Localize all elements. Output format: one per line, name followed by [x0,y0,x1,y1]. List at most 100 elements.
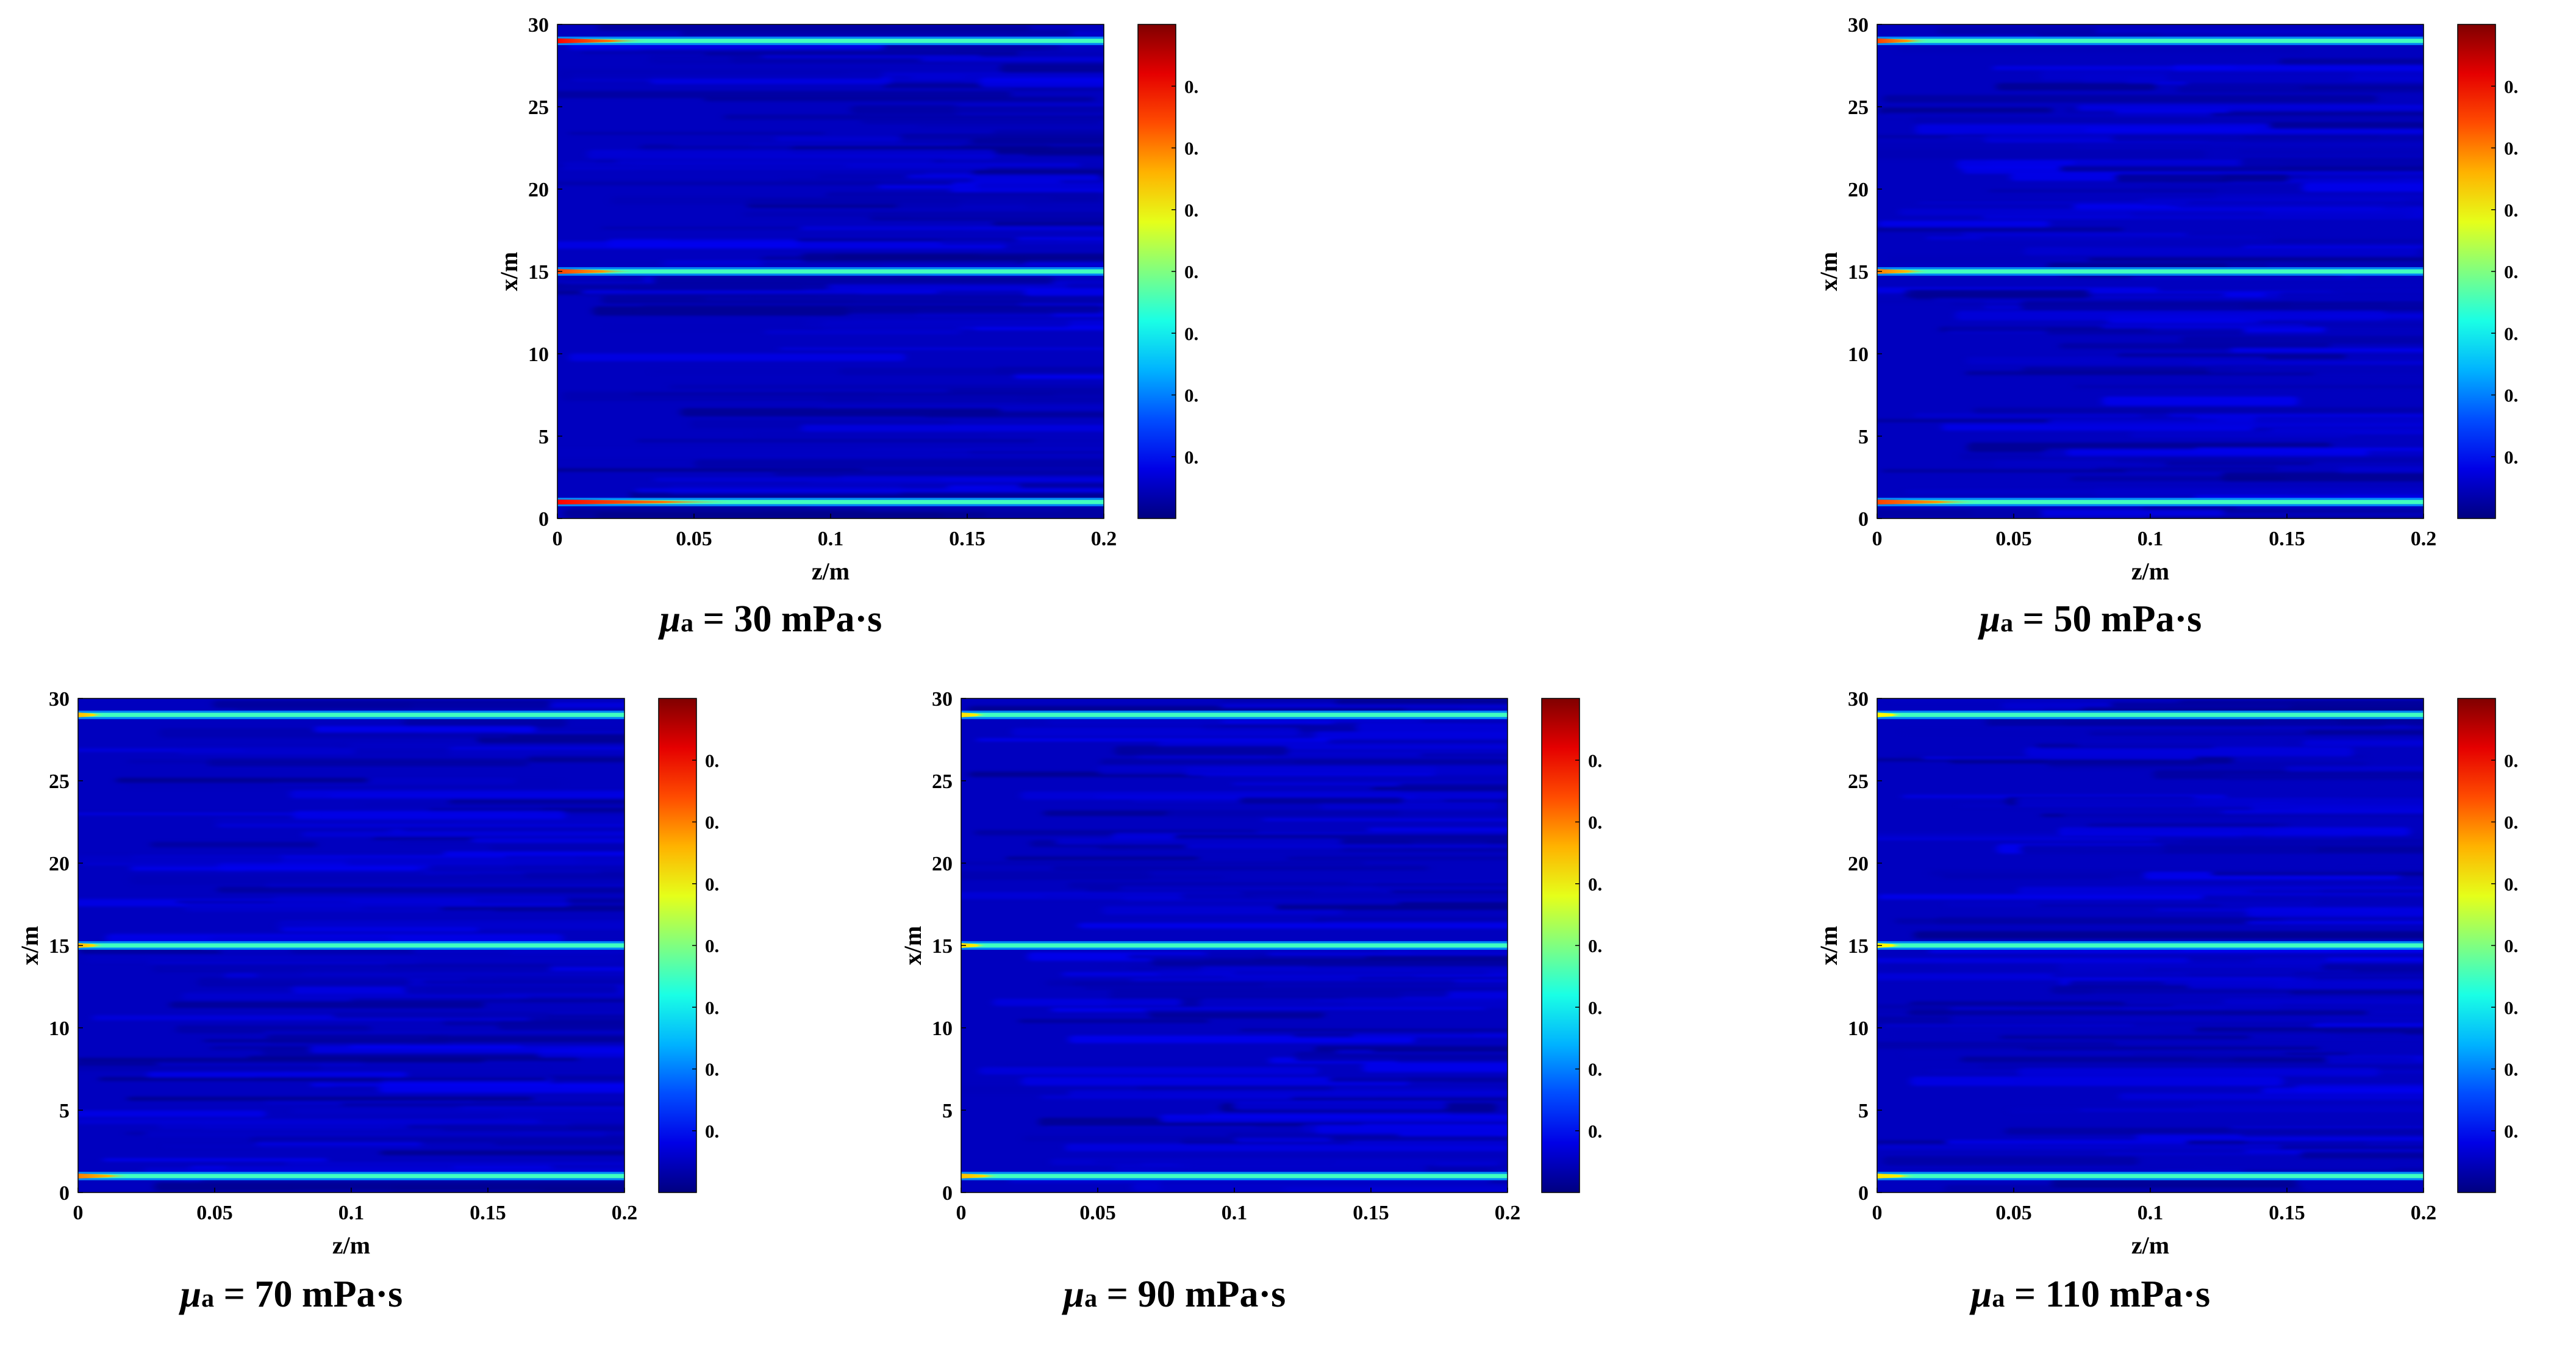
texture-streak [779,347,1104,350]
fracture-line [1877,943,2424,948]
texture-streak [2173,65,2424,72]
texture-streak [1110,989,1449,997]
heatmap-plot: 00.050.10.150.2z/m051015202530x/m0.30.40… [1816,688,2517,1259]
texture-streak [1883,112,2266,118]
texture-streak [1006,856,1199,861]
texture-streak [751,431,992,439]
texture-streak [743,211,1104,218]
panel-mu-30: 00.050.10.150.2z/m051015202530x/m0.30.40… [496,12,1198,647]
texture-streak [2018,1068,2380,1077]
panel-caption: μa = 110 mPa·s [1816,1273,2365,1316]
colorbar-tick-label: 0.4 [705,1059,718,1080]
colorbar-tick-label: 0.5 [1184,323,1198,344]
texture-streak [1888,963,2060,970]
texture-streak [992,999,1182,1006]
y-tick-label: 5 [1858,426,1869,448]
y-tick-label: 5 [942,1100,953,1122]
heatmap-plot: 00.050.10.150.2z/m051015202530x/m0.30.40… [1816,14,2517,585]
caption-subscript: a [2000,609,2014,637]
texture-streak [1234,1101,1447,1110]
texture-streak [1974,1167,2395,1171]
texture-streak [2064,812,2424,817]
texture-streak [2207,364,2424,374]
texture-streak [1909,1077,2283,1086]
y-tick-label: 5 [1858,1100,1869,1122]
x-tick-label: 0 [956,1202,967,1224]
texture-streak [2321,963,2424,971]
colorbar-tick-label: 0.8 [1588,812,1601,833]
texture-streak [459,819,624,825]
texture-streak [78,1119,540,1124]
texture-streak [2076,739,2286,747]
y-axis-label: x/m [17,926,43,965]
texture-streak [1085,986,1508,990]
fracture-tip [961,1174,1003,1178]
texture-streak [2300,85,2424,90]
y-axis: 0 5 10 15 20 25 30 [49,688,83,1205]
colorbar-tick-label: 0.3 [1588,1121,1601,1142]
x-tick-label: 0.15 [949,528,986,550]
y-axis: 0 5 10 15 20 25 30 [932,688,966,1205]
texture-streak [2102,324,2306,329]
texture-streak [1356,723,1508,733]
texture-streak [2303,739,2424,747]
texture-streak [1315,1125,1508,1134]
colorbar-tick-label: 0.6 [1184,261,1198,282]
texture-streak [979,77,1104,87]
texture-streak [1903,1050,2286,1058]
colorbar-tick-label: 0.3 [2504,447,2517,468]
texture-streak [1287,856,1508,861]
texture-streak [1980,234,2274,243]
texture-streak [557,181,953,185]
texture-streak [2230,348,2424,353]
texture-streak [2238,149,2424,155]
colorbar-tick-label: 0.5 [705,997,718,1018]
x-axis-label: z/m [2131,1232,2169,1259]
heatmap-texture [1877,24,2424,518]
texture-streak [610,196,1052,205]
texture-streak [1982,215,2424,220]
caption-symbol: μ [1063,1274,1085,1315]
texture-streak [961,892,1243,900]
y-tick-label: 25 [932,770,953,793]
y-axis: 0 5 10 15 20 25 30 [1848,688,1882,1205]
caption-symbol: μ [1970,1274,1992,1315]
texture-streak [1018,482,1104,489]
texture-streak [314,726,535,733]
texture-streak [595,512,943,518]
texture-streak [1898,209,2416,216]
colorbar-axis: 0.3 0.4 0.5 0.6 0.7 0.8 0.9 [1172,76,1198,468]
texture-streak [2130,431,2350,438]
texture-streak [2272,1077,2424,1083]
texture-streak [1065,1144,1508,1152]
fracture-tip [961,943,989,948]
texture-streak [1078,923,1508,928]
texture-streak [2005,1127,2424,1135]
texture-streak [78,1065,545,1072]
caption-symbol: μ [1979,598,2001,640]
heatmap-plot: 00.050.10.150.2z/m051015202530x/m0.30.40… [17,688,718,1259]
texture-streak [1914,413,2141,418]
texture-streak [976,182,1104,188]
fracture-line [961,1174,1508,1178]
colorbar-tick-label: 0.3 [2504,1121,2517,1142]
x-axis: 0 0.05 0.1 0.15 0.2 [956,1188,1520,1224]
texture-streak [490,844,624,852]
fracture-tip [1877,500,1987,504]
texture-streak [528,1016,624,1020]
y-axis: 0 5 10 15 20 25 30 [528,14,562,531]
texture-streak [378,1084,624,1093]
colorbar-tick-label: 0.4 [2504,1059,2517,1080]
texture-streak [2051,1178,2297,1188]
y-tick-label: 0 [1858,508,1869,531]
texture-streak [1024,288,1104,296]
colorbar [2457,24,2496,519]
texture-streak [557,284,829,290]
x-axis: 0 0.05 0.1 0.15 0.2 [1872,514,2436,550]
colorbar-tick-label: 0.9 [2504,76,2517,97]
texture-streak [2058,963,2355,972]
colorbar [1137,24,1176,519]
fracture-line [1877,38,2424,43]
texture-streak [169,1002,485,1008]
texture-streak [163,1144,428,1148]
